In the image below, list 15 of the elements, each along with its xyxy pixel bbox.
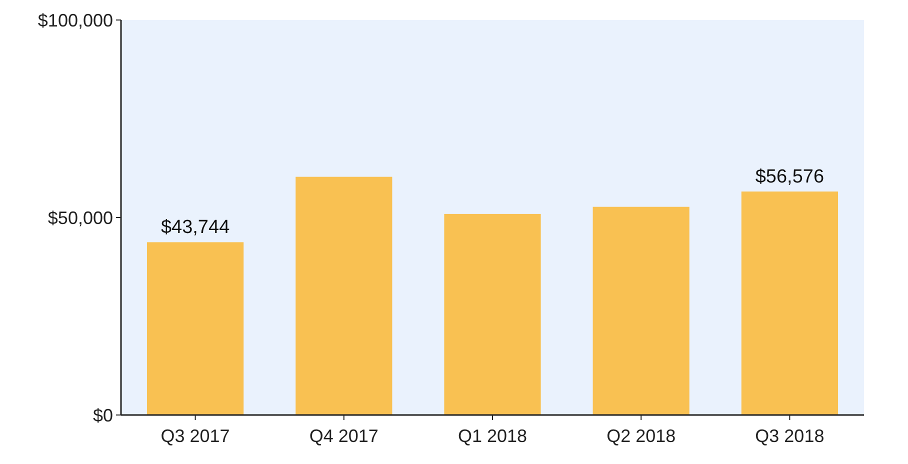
- data-label: $43,744: [160, 217, 230, 238]
- data-label: $56,576: [755, 166, 824, 188]
- y-tick-label: $100,000: [38, 10, 113, 30]
- y-tick-label: $50,000: [48, 208, 113, 228]
- x-tick-label: Q3 2018: [755, 426, 824, 446]
- x-tick-label: Q4 2017: [309, 426, 378, 446]
- x-tick-label: Q3 2017: [160, 426, 230, 446]
- y-tick-label: $0: [92, 405, 113, 426]
- bar: [147, 242, 244, 415]
- bar: [296, 176, 392, 415]
- x-tick-label: Q1 2018: [458, 426, 528, 446]
- bar: [592, 206, 690, 415]
- bar: [741, 192, 838, 415]
- bar: [444, 214, 541, 415]
- x-tick-label: Q2 2018: [606, 426, 676, 446]
